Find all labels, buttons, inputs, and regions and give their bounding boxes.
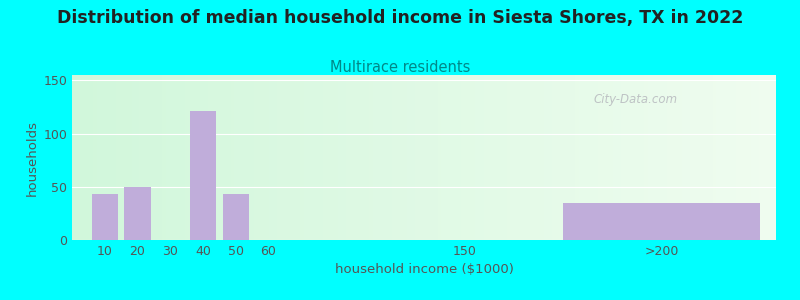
X-axis label: household income ($1000): household income ($1000) bbox=[334, 263, 514, 276]
Text: Multirace residents: Multirace residents bbox=[330, 60, 470, 75]
Bar bbox=[222, 194, 249, 240]
Bar bbox=[190, 111, 216, 240]
Text: City-Data.com: City-Data.com bbox=[593, 93, 678, 106]
Text: Distribution of median household income in Siesta Shores, TX in 2022: Distribution of median household income … bbox=[57, 9, 743, 27]
Bar bbox=[92, 194, 118, 240]
Bar bbox=[563, 203, 760, 240]
Bar bbox=[124, 187, 150, 240]
Y-axis label: households: households bbox=[26, 119, 39, 196]
